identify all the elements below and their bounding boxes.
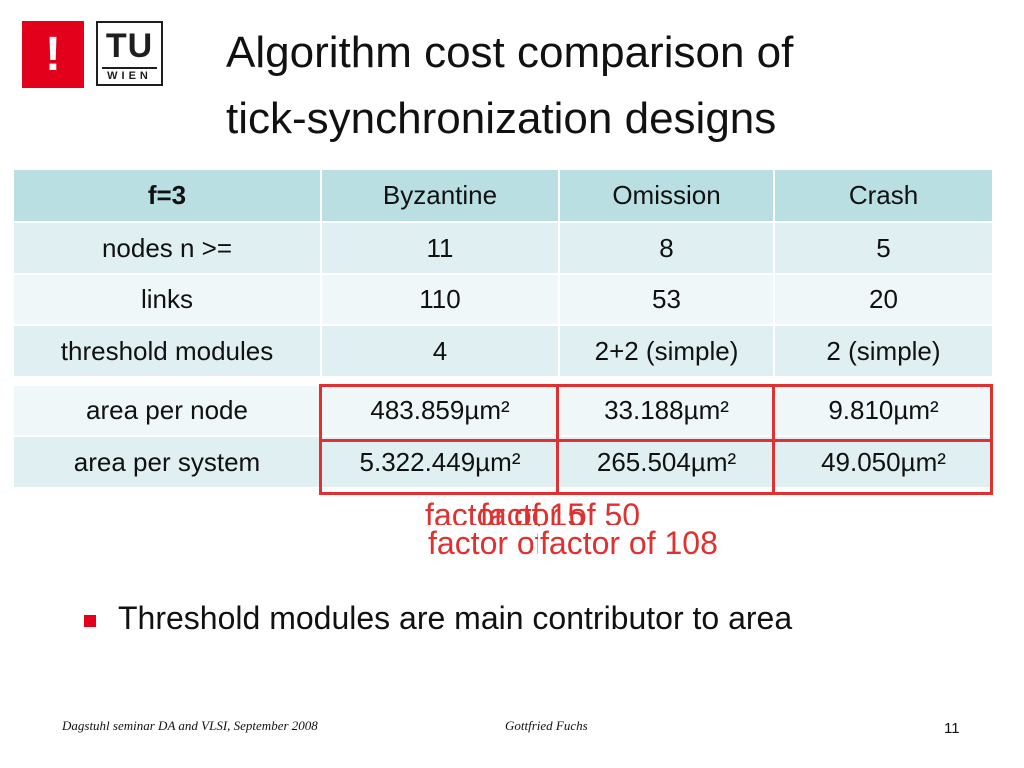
table-cell: 4 [322,326,560,378]
table-cell: links [14,275,322,326]
table-cell: 20 [775,275,994,326]
table-cell: 9.810µm² [775,386,994,437]
logo-text: WIEN [102,67,157,82]
footer-text: Dagstuhl seminar DA and VLSI, September … [62,718,318,733]
header-cell: Omission [560,170,775,223]
logo: TU WIEN [96,21,163,86]
header-cell: Byzantine [322,170,560,223]
title-line: Algorithm cost comparison of [226,28,794,77]
table-cell: 483.859µm² [322,386,560,437]
table-cell: 5.322.449µm² [322,437,560,489]
row-gap [14,378,994,386]
table-cell: 33.188µm² [560,386,775,437]
table-cell: 49.050µm² [775,437,994,489]
gap-cell [14,378,994,386]
table-cell: 2 (simple) [775,326,994,378]
logo-mark: ! [22,21,84,88]
table-cell: area per system [14,437,322,489]
table-cell: 53 [560,275,775,326]
table-cell: 2+2 (simple) [560,326,775,378]
table-row: threshold modules 4 2+2 (simple) 2 (simple) [14,326,994,378]
table-cell: 8 [560,223,775,275]
footer-text: Gottfried Fuchs [505,718,588,733]
table-cell: nodes n >= [14,223,322,275]
table-cell: 5 [775,223,994,275]
table-cell: 11 [322,223,560,275]
table-cell: threshold modules [14,326,322,378]
title-line: tick-synchronization designs [226,94,777,143]
annotation: factor of 108 [540,525,718,562]
annotation: factor of 20 [428,525,538,562]
table-cell: 265.504µm² [560,437,775,489]
table-row: nodes n >= 11 8 5 [14,223,994,275]
table-row: area per node 483.859µm² 33.188µm² 9.810µm² [14,386,994,437]
logo-text: TU [105,27,154,65]
page-number: 11 [944,720,960,737]
table-cell: 110 [322,275,560,326]
header-cell: Crash [775,170,994,223]
slide-title: Algorithm cost comparison of tick-synchr… [226,20,793,152]
bullet-marker [84,615,96,627]
table-row: area per system 5.322.449µm² 265.504µm² 49.… [14,437,994,489]
highlight-line [319,439,993,442]
table-row: links 110 53 20 [14,275,994,326]
header-cell: f=3 [14,170,322,223]
cost-table: f=3 Byzantine Omission Crash nodes n >= 11 8 5 l… [14,170,994,489]
bullet-text: Threshold modules are main contributor t… [118,600,793,636]
table-cell: area per node [14,386,322,437]
table-row: f=3 Byzantine Omission Crash [14,170,994,223]
